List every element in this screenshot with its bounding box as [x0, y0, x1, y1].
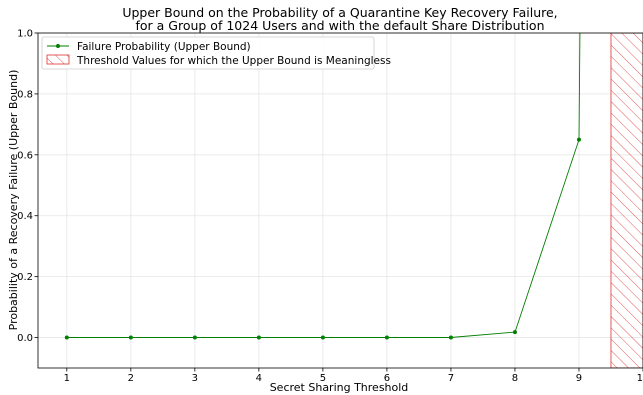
y-axis-label: Probability of a Recovery Failure (Upper…	[7, 70, 20, 331]
x-tick-label: 10	[637, 373, 643, 384]
y-tick-label: 0.6	[17, 150, 33, 161]
shaded-region	[610, 33, 643, 368]
shaded-region-layer	[610, 33, 643, 368]
data-point	[192, 335, 197, 340]
legend-frame	[41, 36, 375, 70]
data-point	[256, 335, 261, 340]
data-point	[384, 335, 389, 340]
legend-marker-swatch	[56, 44, 60, 48]
x-tick-label: 2	[128, 373, 134, 384]
x-tick-label: 6	[384, 373, 390, 384]
axes	[34, 32, 643, 372]
data-point	[448, 335, 453, 340]
chart-title-line1: Upper Bound on the Probability of a Quar…	[122, 5, 557, 20]
legend-hatch-swatch	[46, 54, 70, 65]
legend-entry-series: Failure Probability (Upper Bound)	[77, 41, 251, 53]
x-tick-label: 7	[448, 373, 454, 384]
tick-labels: 1 2 3 4 5 6 7 8 9 10 0.0 0.2 0.4 0.6 0.8 1.0	[17, 29, 643, 385]
y-tick-label: 0.2	[17, 272, 33, 283]
y-tick-label: 1.0	[17, 29, 33, 40]
legend: Failure Probability (Upper Bound) Thresh…	[41, 36, 391, 70]
series-line	[66, 33, 581, 338]
x-tick-label: 3	[192, 373, 198, 384]
plot-frame	[37, 32, 643, 369]
y-tick-label: 0.0	[17, 333, 33, 344]
data-point	[576, 137, 581, 142]
grid	[38, 32, 643, 368]
data-point	[320, 335, 325, 340]
legend-entry-shaded-region: Threshold Values for which the Upper Bou…	[76, 55, 391, 67]
y-tick-label: 0.4	[17, 211, 33, 222]
series-layer	[64, 33, 581, 340]
data-point	[64, 335, 69, 340]
x-tick-label: 5	[320, 373, 326, 384]
chart-title-line2: for a Group of 1024 Users and with the d…	[135, 18, 544, 33]
x-tick-label: 8	[512, 373, 518, 384]
x-tick-label: 1	[64, 373, 70, 384]
y-tick-label: 0.8	[17, 89, 33, 100]
x-tick-label: 9	[576, 373, 582, 384]
x-axis-label: Secret Sharing Threshold	[270, 381, 409, 394]
x-tick-label: 4	[256, 373, 262, 384]
data-point	[128, 335, 133, 340]
data-point	[512, 330, 517, 335]
